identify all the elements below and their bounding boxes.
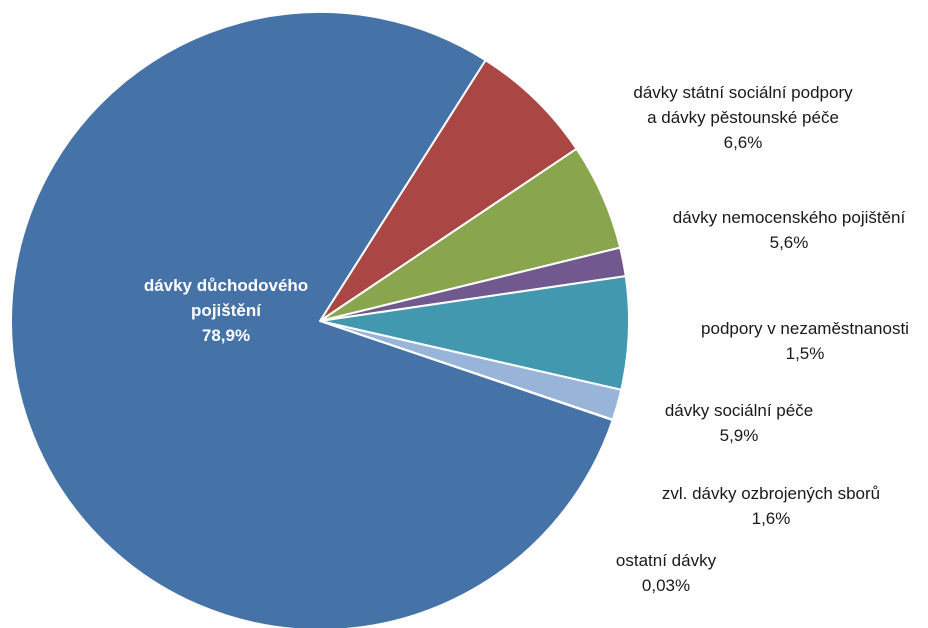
pie-labels: dávky důchodového pojištění 78,9% dávky stá…: [144, 83, 909, 595]
pie-slices: [10, 10, 630, 628]
slice-value-label: 1,5%: [786, 344, 825, 363]
slice-value-label: 5,9%: [720, 426, 759, 445]
slice-value-label: 78,9%: [202, 326, 250, 345]
slice-label-line: zvl. dávky ozbrojených sborů: [662, 484, 880, 503]
slice-label-line: dávky důchodového: [144, 276, 308, 295]
pie-slice: [319, 59, 578, 322]
slice-label-line: a dávky pěstounské péče: [647, 108, 839, 127]
slice-value-label: 1,6%: [752, 509, 791, 528]
slice-value-label: 6,6%: [724, 133, 763, 152]
slice-label-line: ostatní dávky: [616, 551, 717, 570]
slice-label-line: dávky státní sociální podpory: [633, 83, 853, 102]
slice-label-line: dávky sociální péče: [665, 401, 813, 420]
slice-label-line: dávky nemocenského pojištění: [673, 208, 906, 227]
slice-label-line: pojištění: [191, 301, 262, 320]
pie-slice: [10, 10, 614, 628]
slice-value-label: 0,03%: [642, 576, 690, 595]
slice-value-label: 5,6%: [770, 233, 809, 252]
slice-label-line: podpory v nezaměstnanosti: [701, 319, 909, 338]
